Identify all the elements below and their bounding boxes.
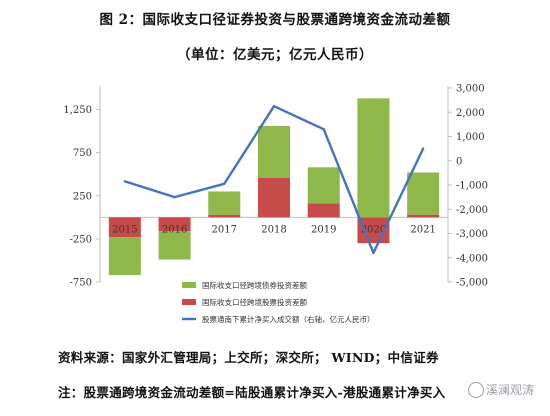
y-right-tick-label: -4,000 [456,253,488,264]
x-tick-label: 2017 [212,224,237,235]
y-left-tick-label: -750 [70,278,92,289]
bar-equity [407,214,440,218]
x-tick-label: 2019 [311,224,336,235]
bar-bond [108,237,141,276]
bar-bond [158,231,191,260]
y-left-tick-label: -250 [70,234,92,245]
y-right-tick-label: 0 [456,156,462,167]
bar-bond [407,172,440,215]
source-text: 资料来源：国家外汇管理局；上交所；深交所； WIND；中信证券 [58,350,439,365]
y-right-tick-label: -1,000 [456,181,488,192]
bar-bond [208,191,241,215]
x-tick-label: 2021 [410,224,435,235]
y-left-tick-label: 1,250 [63,105,92,116]
bar-equity [208,214,241,218]
legend-label: 股票通南下累计净买入成交额（右轴，亿元人民币） [202,314,375,324]
line-point [322,128,325,131]
y-right-tick-label: -2,000 [456,205,488,216]
y-right-tick-label: -5,000 [456,278,488,289]
line-point [421,147,425,150]
line-point [123,180,127,183]
bar-equity [307,203,340,218]
wechat-icon [468,381,484,398]
note-text: 注：股票通跨境资金流动差额=陆股通累计净买入-港股通累计净买入 [58,385,446,400]
y-right-tick-label: -3,000 [456,229,488,240]
bar-equity [258,177,290,218]
line-point [272,104,276,108]
watermark: 溪澜观涛 [468,381,534,398]
x-tick-label: 2016 [162,224,187,235]
y-left-tick-label: 250 [73,191,92,202]
chart-subtitle: （单位：亿美元；亿元人民币） [177,47,373,63]
y-right-tick-label: 2,000 [456,108,485,119]
bar-bond [307,167,340,204]
watermark-text: 溪澜观涛 [486,383,535,397]
x-tick-label: 2018 [261,224,286,235]
x-tick-label: 2015 [112,224,137,235]
legend-swatch [182,282,196,288]
bar-equity [158,217,191,232]
bar-bond [258,125,290,178]
legend-label: 国际收支口径跨境股票投资差额 [202,297,307,307]
y-left-tick-label: 750 [73,148,92,159]
bar-bond [357,98,390,218]
y-right-tick-label: 1,000 [456,132,485,143]
legend-swatch [182,299,196,305]
bar-equity [108,217,141,238]
x-tick-label: 2020 [361,224,386,235]
line-point [372,251,375,255]
line-point [223,182,226,185]
legend-label: 国际收支口径跨境债券投资差额 [202,280,307,290]
y-right-tick-label: 3,000 [456,84,485,95]
line-point [173,195,176,199]
chart-title: 图 2：国际收支口径证券投资与股票通跨境资金流动差额 [99,12,451,28]
